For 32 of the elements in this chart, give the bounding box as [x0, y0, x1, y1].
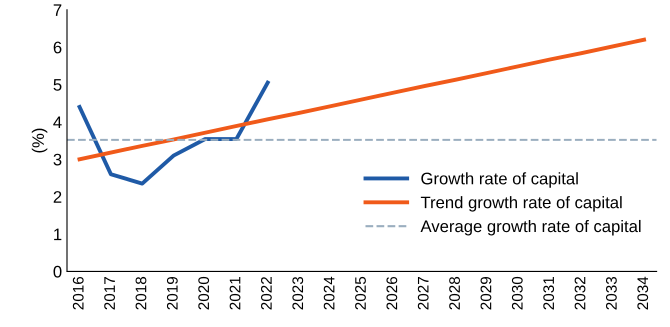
x-tick-label: 2023	[292, 276, 304, 310]
line-series	[78, 38, 646, 162]
x-tick-label: 2034	[637, 276, 648, 310]
x-tick-label: 2020	[198, 276, 210, 310]
x-tick-label: 2022	[260, 277, 272, 310]
legend-label: Trend growth rate of capital	[420, 196, 622, 212]
x-tick-label: 2024	[324, 276, 335, 310]
x-tick-label: 2019	[166, 276, 178, 310]
y-tick-label: 7	[54, 4, 62, 16]
y-tick-label: 2	[54, 191, 62, 203]
y-tick-label: 4	[53, 116, 62, 128]
x-tick-label: 2030	[512, 276, 523, 310]
y-tick-label: 6	[54, 42, 62, 54]
x-tick-label: 2031	[543, 277, 554, 310]
y-axis-title: (%)	[32, 128, 48, 153]
y-tick-label: 0	[54, 266, 62, 278]
legend-label: Growth rate of capital	[421, 172, 578, 188]
x-tick-label: 2033	[606, 276, 617, 310]
x-tick-label: 2025	[355, 276, 366, 310]
y-tick-label: 5	[54, 79, 62, 91]
x-tick-label: 2028	[449, 276, 460, 310]
x-tick-label: 2027	[418, 277, 429, 310]
y-tick-label: 1	[54, 228, 62, 240]
x-tick-label: 2021	[230, 277, 240, 310]
y-tick-label: 3	[54, 154, 62, 166]
x-tick-label: 2016	[72, 276, 84, 310]
x-tick-label: 2018	[136, 276, 146, 310]
legend-label: Average growth rate of capital	[420, 220, 640, 236]
x-tick-label: 2029	[480, 276, 492, 310]
x-tick-label: 2017	[104, 277, 116, 310]
x-tick-label: 2026	[386, 276, 398, 310]
x-tick-label: 2032	[574, 277, 586, 310]
